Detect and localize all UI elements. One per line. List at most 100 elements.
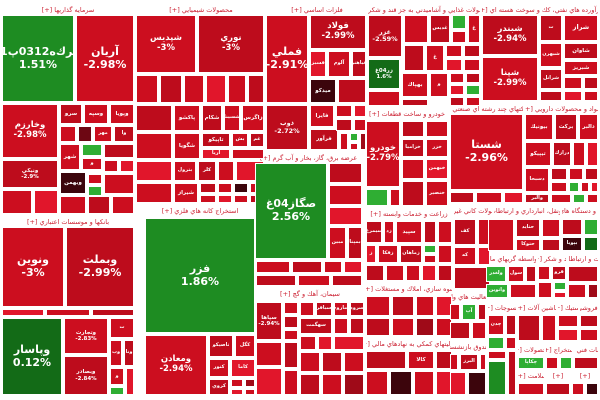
stock-tile[interactable] [414,371,434,395]
stock-tile-كروي[interactable]: كروي [209,379,229,395]
stock-tile[interactable] [568,266,598,282]
stock-tile-فسبز[interactable]: فسبز [310,51,326,77]
stock-tile[interactable] [572,383,584,395]
stock-tile[interactable] [324,261,342,273]
stock-tile-چكاپا[interactable]: چكاپا [518,357,544,369]
stock-tile[interactable] [476,192,502,203]
stock-tile[interactable] [506,315,516,335]
stock-tile-واتوين[interactable]: واتوين [486,284,508,298]
stock-tile-ساروم[interactable]: ساروم [334,302,348,316]
stock-tile[interactable] [591,182,598,192]
stock-tile[interactable] [450,304,460,320]
stock-tile[interactable] [466,85,480,95]
stock-tile[interactable] [584,219,598,235]
stock-tile[interactable] [402,99,428,106]
stock-tile[interactable] [584,91,598,101]
stock-tile[interactable] [344,352,364,372]
stock-tile-سرود[interactable]: سرود [350,302,364,316]
stock-tile-ونوين[interactable]: ونوين -3% [2,227,64,307]
stock-tile[interactable] [126,368,134,395]
stock-tile-زاگرس[interactable]: زاگرس [242,105,264,131]
stock-tile[interactable] [284,370,298,395]
stock-tile[interactable] [60,196,86,214]
stock-tile-بش[interactable]: بش [232,133,248,147]
stock-tile[interactable] [554,292,566,298]
stock-tile[interactable] [231,379,243,387]
stock-tile-شگويا[interactable]: شگويا [174,133,200,159]
stock-tile[interactable] [551,182,567,192]
stock-tile-زفكا[interactable]: زفكا [378,245,398,263]
stock-tile-شرانل[interactable]: شرانل [540,69,562,89]
stock-tile[interactable] [424,255,436,263]
stock-tile-خزر[interactable]: خزر [426,139,448,157]
stock-tile-آلوم[interactable]: آلوم [328,51,350,77]
stock-tile-درازك[interactable]: درازك [553,142,571,166]
stock-tile[interactable] [184,75,204,103]
stock-tile-كگل[interactable]: كگل [235,335,255,357]
stock-tile-زماهان[interactable]: زماهان [400,245,422,263]
stock-tile-وبهمن[interactable]: وبهمن [60,172,86,194]
stock-tile[interactable] [284,330,298,340]
sector-header[interactable]: [+] [546,371,570,381]
stock-tile[interactable] [452,15,466,29]
sector-header[interactable]: ساير محصولات كاني غيرفلزي [+] [454,205,492,216]
stock-tile-حتايد[interactable]: حتايد [516,219,540,237]
stock-tile[interactable] [366,265,384,281]
stock-tile[interactable] [256,342,282,366]
stock-tile[interactable] [510,284,536,298]
stock-tile-غ[interactable]: غ [468,15,480,43]
stock-tile-و[interactable]: و [110,368,124,385]
stock-tile-سرو[interactable]: سرو [60,104,82,124]
stock-tile-بترول[interactable]: بترول [174,161,196,181]
sector-header[interactable]: انبوه سازي، املاك و مستغلات [+] [366,283,452,294]
stock-tile[interactable] [468,372,486,395]
stock-tile[interactable] [206,75,226,103]
stock-tile-مبين[interactable]: مبين [329,227,346,259]
stock-tile[interactable] [551,194,571,203]
sector-header[interactable]: بانكها و موسسات اعتباري [+] [2,216,134,227]
stock-tile-وتجارت[interactable]: وتجارت -2.83% [64,318,108,354]
stock-tile-بهپاك[interactable]: بهپاك [402,73,428,97]
stock-tile[interactable] [584,77,598,89]
stock-tile[interactable] [366,351,406,369]
stock-tile-مهر[interactable]: مهر [94,126,112,142]
stock-tile-ز[interactable]: ز [366,245,376,263]
stock-tile-بپويا[interactable]: بپويا [562,237,582,251]
stock-tile[interactable] [390,189,400,206]
stock-tile-خبهمن[interactable]: خبهمن [426,159,448,179]
stock-tile[interactable] [508,351,516,395]
stock-tile[interactable] [338,79,366,103]
stock-tile[interactable] [424,221,436,243]
stock-tile[interactable] [538,266,550,280]
stock-tile[interactable] [450,372,466,395]
sector-header[interactable]: ساير واسطه گريهاي مالي [+] [486,253,536,264]
stock-tile[interactable] [402,121,424,137]
stock-tile-تيپيكو[interactable]: تيپيكو [525,142,551,166]
sector-header[interactable]: ماشين آلات [+] [518,303,556,313]
stock-tile-غزر[interactable]: غزر -2.59% [368,15,402,57]
stock-tile[interactable] [464,45,480,57]
stock-tile[interactable] [488,219,514,251]
stock-tile[interactable] [573,194,585,203]
stock-tile[interactable] [406,265,420,281]
stock-tile-تاصيكو[interactable]: تاصيكو [209,335,233,357]
stock-tile[interactable] [450,192,474,203]
stock-tile[interactable] [446,59,462,71]
stock-tile-ت[interactable]: ت [110,318,134,338]
stock-tile[interactable] [300,352,320,372]
stock-tile[interactable] [472,322,486,339]
stock-tile[interactable] [466,73,480,83]
stock-tile-فباهنر[interactable]: فباهنر [352,51,366,77]
stock-tile[interactable] [88,186,102,196]
stock-tile[interactable] [322,374,342,395]
stock-tile[interactable] [104,160,118,172]
stock-tile-شيراز[interactable]: شيراز [174,183,198,203]
sector-header[interactable]: سيمان، آهك و گچ [+] [256,288,364,299]
stock-tile[interactable] [136,105,172,131]
stock-tile[interactable] [366,296,390,316]
stock-tile-سرك‌ه0312پ01[interactable]: سرك‌ه0312پ011.51% [2,15,74,102]
sector-header[interactable]: استخراج [+] [546,345,572,355]
stock-tile[interactable] [426,121,448,137]
stock-tile[interactable] [336,119,352,131]
stock-tile-شاوان[interactable]: شاوان [564,43,598,59]
